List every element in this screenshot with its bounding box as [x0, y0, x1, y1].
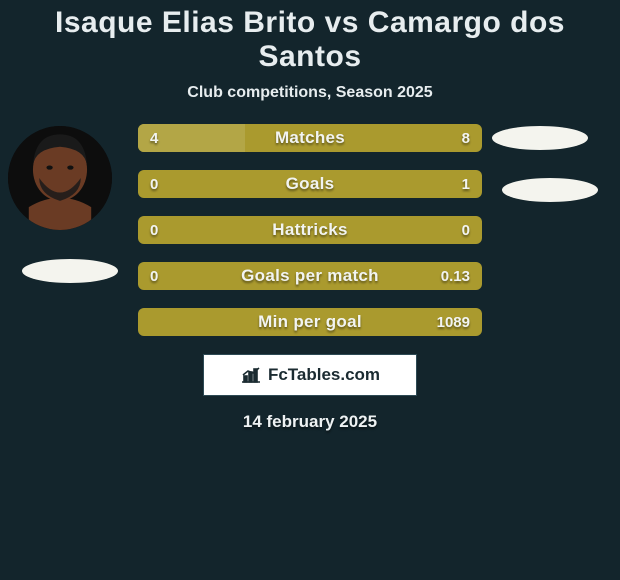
brand-text: FcTables.com — [268, 365, 380, 385]
bar-label: Min per goal — [138, 308, 482, 336]
player-right-flag-1 — [492, 126, 588, 150]
bar-value-right: 1 — [462, 170, 470, 198]
brand-badge: FcTables.com — [203, 354, 417, 396]
date-line: 14 february 2025 — [0, 412, 620, 432]
bar-value-right: 0.13 — [441, 262, 470, 290]
bar-value-left: 4 — [150, 124, 158, 152]
bar-label: Matches — [138, 124, 482, 152]
player-left-flag — [22, 259, 118, 283]
bar-value-right: 0 — [462, 216, 470, 244]
bar-value-right: 1089 — [437, 308, 470, 336]
bar-row: Goals per match0 0.13 — [138, 262, 482, 290]
player-right-flag-2 — [502, 178, 598, 202]
bar-value-right: 8 — [462, 124, 470, 152]
bar-value-left: 0 — [150, 216, 158, 244]
bar-row: Hattricks0 0 — [138, 216, 482, 244]
chart-icon — [240, 366, 262, 384]
bar-label: Goals — [138, 170, 482, 198]
bar-value-left: 0 — [150, 262, 158, 290]
bar-row: Matches4 8 — [138, 124, 482, 152]
bar-row: Min per goal1089 — [138, 308, 482, 336]
player-left-avatar — [8, 126, 112, 230]
page-title: Isaque Elias Brito vs Camargo dos Santos — [0, 0, 620, 74]
bar-row: Goals0 1 — [138, 170, 482, 198]
bar-value-left: 0 — [150, 170, 158, 198]
comparison-bars: Matches48Goals01Hattricks00Goals per mat… — [138, 124, 482, 354]
subtitle: Club competitions, Season 2025 — [0, 84, 620, 102]
bar-label: Goals per match — [138, 262, 482, 290]
bar-label: Hattricks — [138, 216, 482, 244]
